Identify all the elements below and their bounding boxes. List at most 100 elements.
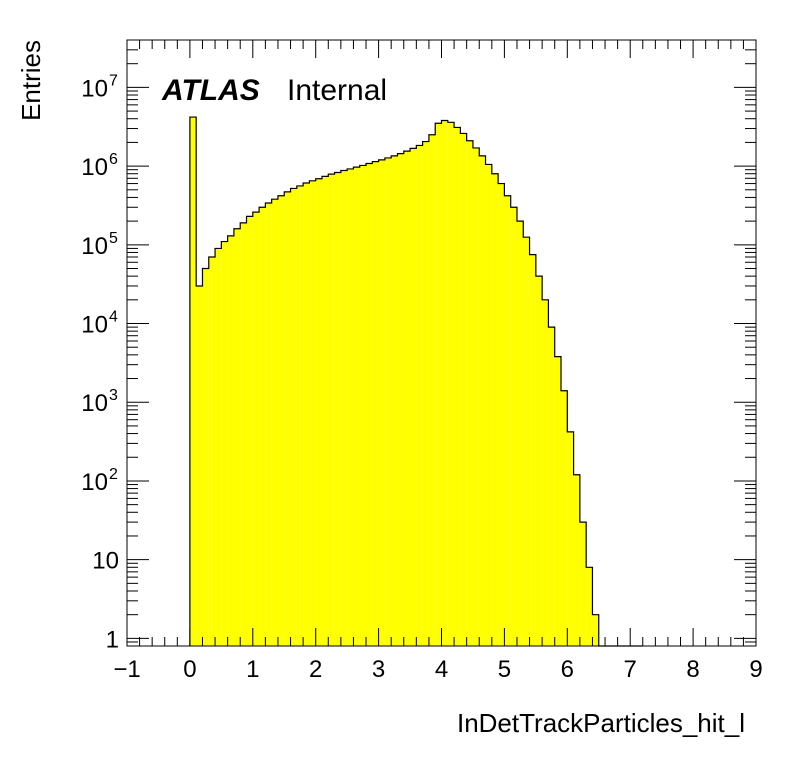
histogram-bar: [466, 140, 473, 647]
histogram-bar: [504, 195, 511, 647]
y-axis-title: Entries: [16, 40, 46, 121]
x-tick-label: 1: [246, 656, 259, 683]
histogram-bar: [303, 182, 310, 646]
y-tick-label: 10: [81, 154, 108, 181]
histogram-bar: [561, 390, 568, 646]
histogram-bar: [189, 117, 197, 647]
y-axis-ticks: [127, 39, 756, 643]
histogram-bar: [422, 141, 429, 646]
x-tick-label: 6: [561, 656, 574, 683]
histogram-bar: [491, 173, 499, 646]
y-tick-label: 10: [81, 233, 108, 260]
histogram-bar: [227, 235, 234, 646]
histogram-bar: [403, 151, 411, 646]
histogram-bar: [290, 188, 297, 647]
histogram-bar: [221, 241, 228, 646]
x-axis-title: InDetTrackParticles_hit_l: [457, 708, 745, 738]
y-tick-exponent: 5: [109, 230, 118, 247]
histogram-bar: [416, 145, 423, 647]
histogram-bar: [347, 168, 354, 646]
x-tick-label: 8: [686, 656, 699, 683]
y-tick-exponent: 4: [109, 309, 118, 326]
histogram-bar: [353, 167, 360, 647]
y-tick-label: 1: [106, 626, 119, 653]
histogram-bar: [328, 174, 335, 646]
y-tick-label: 10: [81, 312, 108, 339]
histogram-bar: [277, 195, 285, 647]
y-tick-label: 10: [92, 548, 119, 575]
histogram-bar: [309, 180, 316, 646]
histogram-bar: [252, 212, 260, 646]
histogram-bar: [359, 165, 367, 646]
histogram-bar: [321, 176, 329, 646]
y-tick-label: 10: [81, 390, 108, 417]
histogram-bar: [542, 299, 549, 646]
histogram-bar: [284, 191, 291, 647]
histogram-outline: [189, 116, 643, 647]
histogram-bar: [472, 147, 480, 646]
histogram-bars: [189, 117, 599, 647]
histogram-bar: [366, 163, 373, 647]
histogram-bar: [523, 237, 530, 646]
histogram-bar: [372, 161, 379, 646]
histogram-outline-path: [189, 116, 643, 647]
histogram-bar: [271, 199, 278, 647]
histogram-bar: [548, 327, 555, 646]
histogram-bar: [265, 202, 272, 646]
histogram-bar: [441, 120, 448, 647]
x-tick-label: 9: [749, 656, 762, 683]
histogram-bar: [454, 127, 461, 646]
histogram-bar: [428, 134, 436, 646]
histogram-bar: [567, 431, 574, 646]
histogram-bar: [391, 155, 398, 646]
y-tick-exponent: 6: [109, 151, 118, 168]
y-tick-exponent: 7: [109, 72, 118, 89]
histogram-bar: [485, 164, 492, 646]
atlas-label: ATLAS: [161, 74, 260, 107]
histogram-bar: [410, 148, 417, 646]
histogram-bar: [510, 207, 517, 646]
x-tick-label: 4: [435, 656, 448, 683]
histogram-bar: [246, 216, 253, 646]
x-tick-label: 0: [183, 656, 196, 683]
y-tick-label: 10: [81, 75, 108, 102]
internal-label: Internal: [287, 74, 387, 107]
y-tick-exponent: 3: [109, 387, 118, 404]
histogram-bar: [535, 276, 543, 646]
histogram-bar: [240, 222, 247, 646]
histogram-bar: [579, 522, 587, 646]
y-tick-label: 10: [81, 469, 108, 496]
histogram-bar: [296, 185, 304, 647]
histogram-bar: [447, 122, 455, 647]
histogram-bar: [435, 123, 442, 646]
histogram-bar: [573, 474, 580, 646]
histogram-bar: [460, 133, 467, 647]
histogram-bar: [208, 257, 216, 646]
histogram-bar: [202, 268, 209, 646]
histogram-bar: [233, 228, 241, 646]
histogram-bar: [479, 155, 486, 646]
histogram-bar: [529, 254, 536, 647]
x-axis-ticks: [126, 40, 757, 646]
x-tick-label: 2: [309, 656, 322, 683]
x-tick-labels: −1 0 1 2 3 4 5 6 7 8 9: [113, 656, 762, 683]
x-tick-label: 3: [372, 656, 385, 683]
x-tick-label: −1: [113, 656, 140, 683]
histogram-bar: [397, 153, 404, 647]
histogram-bar: [378, 159, 385, 646]
histogram-bar: [592, 614, 599, 646]
histogram-bar: [498, 183, 505, 647]
histogram-bar: [259, 207, 266, 646]
histogram-bar: [315, 178, 322, 646]
histogram-bar: [586, 567, 593, 646]
histogram-bar: [554, 356, 562, 646]
histogram-bar: [196, 285, 203, 646]
histogram-bar: [334, 172, 341, 646]
histogram-bar: [516, 221, 524, 646]
histogram-bar: [384, 157, 392, 647]
x-tick-label: 7: [624, 656, 637, 683]
histogram-bar: [215, 248, 222, 646]
histogram-bar: [340, 170, 348, 646]
